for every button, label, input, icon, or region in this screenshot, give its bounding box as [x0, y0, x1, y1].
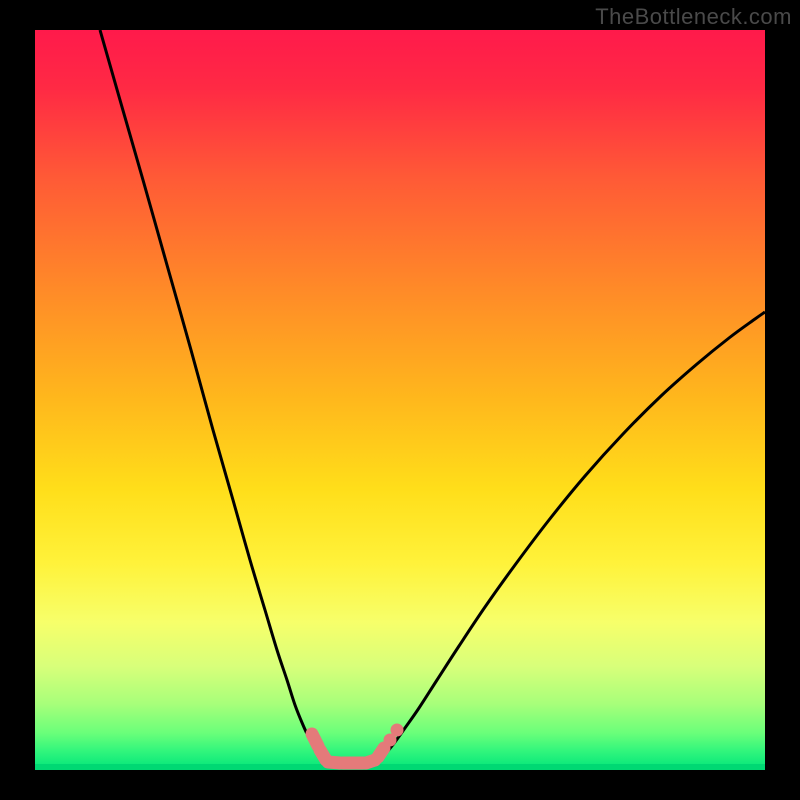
- green-bottom-band: [35, 764, 765, 770]
- trough-segment: [378, 748, 384, 757]
- bottleneck-chart: [0, 0, 800, 800]
- watermark-text: TheBottleneck.com: [595, 4, 792, 30]
- trough-dot: [391, 724, 404, 737]
